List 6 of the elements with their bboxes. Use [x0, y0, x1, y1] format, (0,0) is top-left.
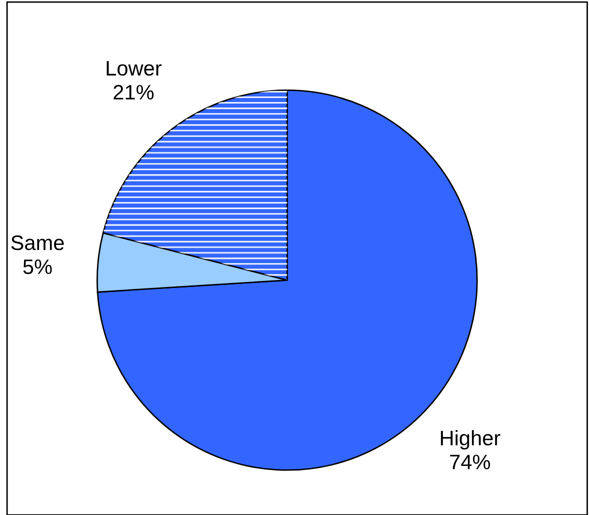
slice-label: Higher — [440, 430, 500, 450]
data-label: 74% — [450, 454, 490, 470]
data-label: 21% — [114, 84, 154, 100]
data-label: 5% — [23, 259, 52, 274]
slice-label: Lower — [106, 61, 162, 76]
slice-label: Same — [11, 235, 64, 250]
